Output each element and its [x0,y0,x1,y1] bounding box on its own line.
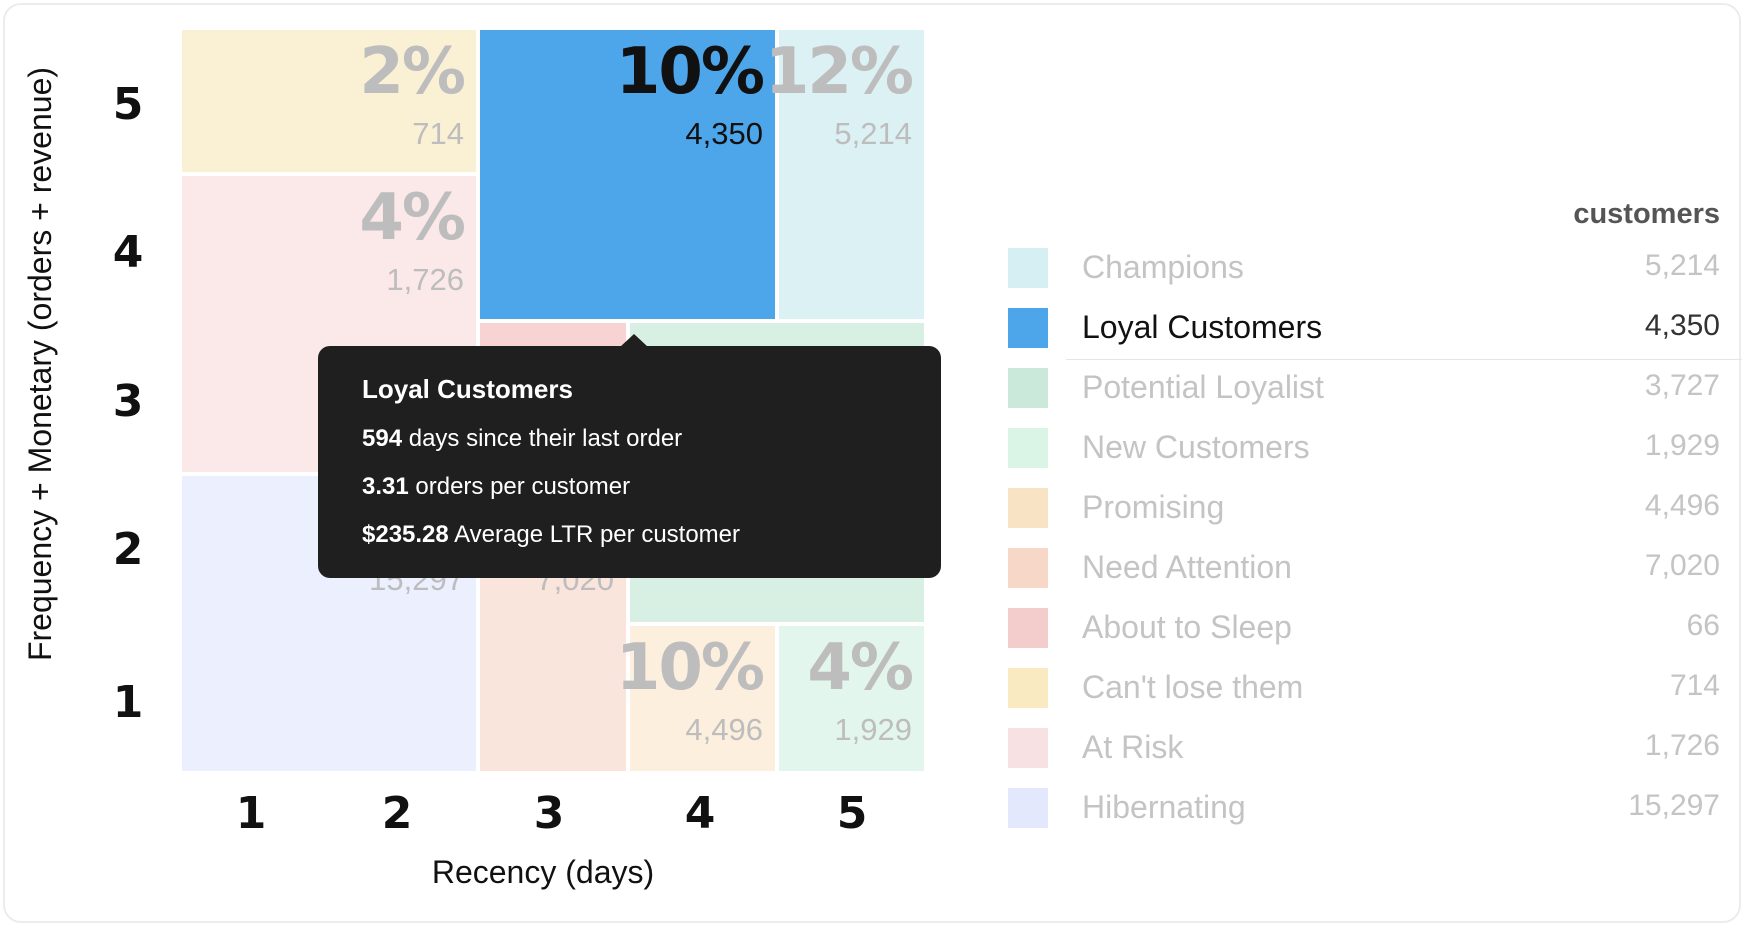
segment-loyal-customers[interactable]: 10% 4,350 [480,30,775,319]
y-tick-label: 3 [112,376,144,427]
legend-header: customers [1573,198,1720,230]
y-axis-title: Frequency + Monetary (orders + revenue) [22,66,58,662]
tooltip-days-value: 594 [362,425,403,452]
x-tick-label: 2 [381,788,413,839]
legend-count: 4,350 [1644,309,1720,342]
segment-percent: 10% [615,631,765,705]
legend-count: 15,297 [1628,789,1720,822]
x-tick-label: 1 [235,788,267,839]
segment-count: 1,726 [386,262,464,297]
segment-promising[interactable]: 10% 4,496 [616,626,775,771]
legend-label: New Customers [1082,429,1310,465]
legend-label: Promising [1082,489,1225,525]
legend-item-loyal-customers[interactable]: Loyal Customers 4,350 [1008,298,1742,360]
legend-swatch [1008,368,1048,408]
legend-item-at-risk[interactable]: At Risk 1,726 [1008,718,1720,778]
legend-swatch [1008,488,1048,528]
x-tick-label: 3 [533,788,565,839]
legend-label: Can't lose them [1082,669,1304,705]
x-tick-label: 4 [684,788,716,839]
segment-percent: 4% [807,631,914,705]
legend-count: 4,496 [1644,489,1720,522]
tooltip-title: Loyal Customers [362,374,573,404]
tooltip-orders-line: 3.31 orders per customer [362,473,897,501]
legend-item-promising[interactable]: Promising 4,496 [1008,478,1720,538]
x-axis-title: Recency (days) [431,854,655,890]
legend-count: 5,214 [1644,249,1720,282]
legend-swatch [1008,608,1048,648]
legend-swatch [1008,728,1048,768]
segment-percent: 12% [764,35,914,109]
legend-item-hibernating[interactable]: Hibernating 15,297 [1008,778,1720,838]
legend-label: Loyal Customers [1082,309,1323,345]
segment-percent: 10% [615,35,765,109]
legend-item-new-customers[interactable]: New Customers 1,929 [1008,418,1720,478]
legend-count: 1,726 [1644,729,1720,762]
legend-count: 7,020 [1644,549,1720,582]
tooltip-days-text: days since their last order [402,425,683,452]
legend-count: 714 [1669,669,1720,702]
legend-swatch [1008,308,1048,348]
segment-champions[interactable]: 12% 5,214 [765,30,924,319]
legend-swatch [1008,428,1048,468]
segment-count: 714 [412,116,464,151]
legend-swatch [1008,248,1048,288]
legend-item-can-t-lose-them[interactable]: Can't lose them 714 [1008,658,1720,718]
tooltip-ltr-text: Average LTR per customer [448,521,741,548]
segment-count: 5,214 [834,116,912,151]
legend-item-champions[interactable]: Champions 5,214 [1008,238,1720,298]
y-tick-label: 5 [112,79,144,130]
tooltip-days-line: 594 days since their last order [362,425,897,453]
segment-percent: 2% [359,35,466,109]
segment-count: 4,496 [685,712,763,747]
segment-count: 1,929 [834,712,912,747]
segment-can-t-lose-them[interactable]: 2% 714 [182,30,476,172]
legend-swatch [1008,548,1048,588]
segment-tooltip: Loyal Customers 594 days since their las… [318,334,941,578]
y-tick-label: 4 [112,227,144,278]
legend-item-potential-loyalist[interactable]: Potential Loyalist 3,727 [1008,358,1720,418]
segment-percent: 4% [359,181,466,255]
tooltip-ltr-line: $235.28 Average LTR per customer [362,521,897,549]
legend-count: 3,727 [1644,369,1720,402]
segment-count: 4,350 [685,116,763,151]
legend-label: Champions [1082,249,1244,285]
y-tick-label: 2 [112,524,144,575]
legend-label: At Risk [1082,729,1184,765]
legend-label: Potential Loyalist [1082,369,1324,405]
legend-label: About to Sleep [1082,609,1292,645]
tooltip-orders-text: orders per customer [408,473,631,500]
legend-label: Hibernating [1082,789,1246,825]
y-tick-label: 1 [112,677,144,728]
tooltip-orders-value: 3.31 [362,473,409,500]
legend-swatch [1008,788,1048,828]
legend-item-about-to-sleep[interactable]: About to Sleep 66 [1008,598,1720,658]
tooltip-ltr-value: $235.28 [362,521,449,548]
legend-item-need-attention[interactable]: Need Attention 7,020 [1008,538,1720,598]
legend-count: 1,929 [1644,429,1720,462]
legend-label: Need Attention [1082,549,1292,585]
legend-swatch [1008,668,1048,708]
legend-count: 66 [1686,609,1720,642]
segment-new-customers[interactable]: 4% 1,929 [779,626,924,771]
x-tick-label: 5 [836,788,868,839]
